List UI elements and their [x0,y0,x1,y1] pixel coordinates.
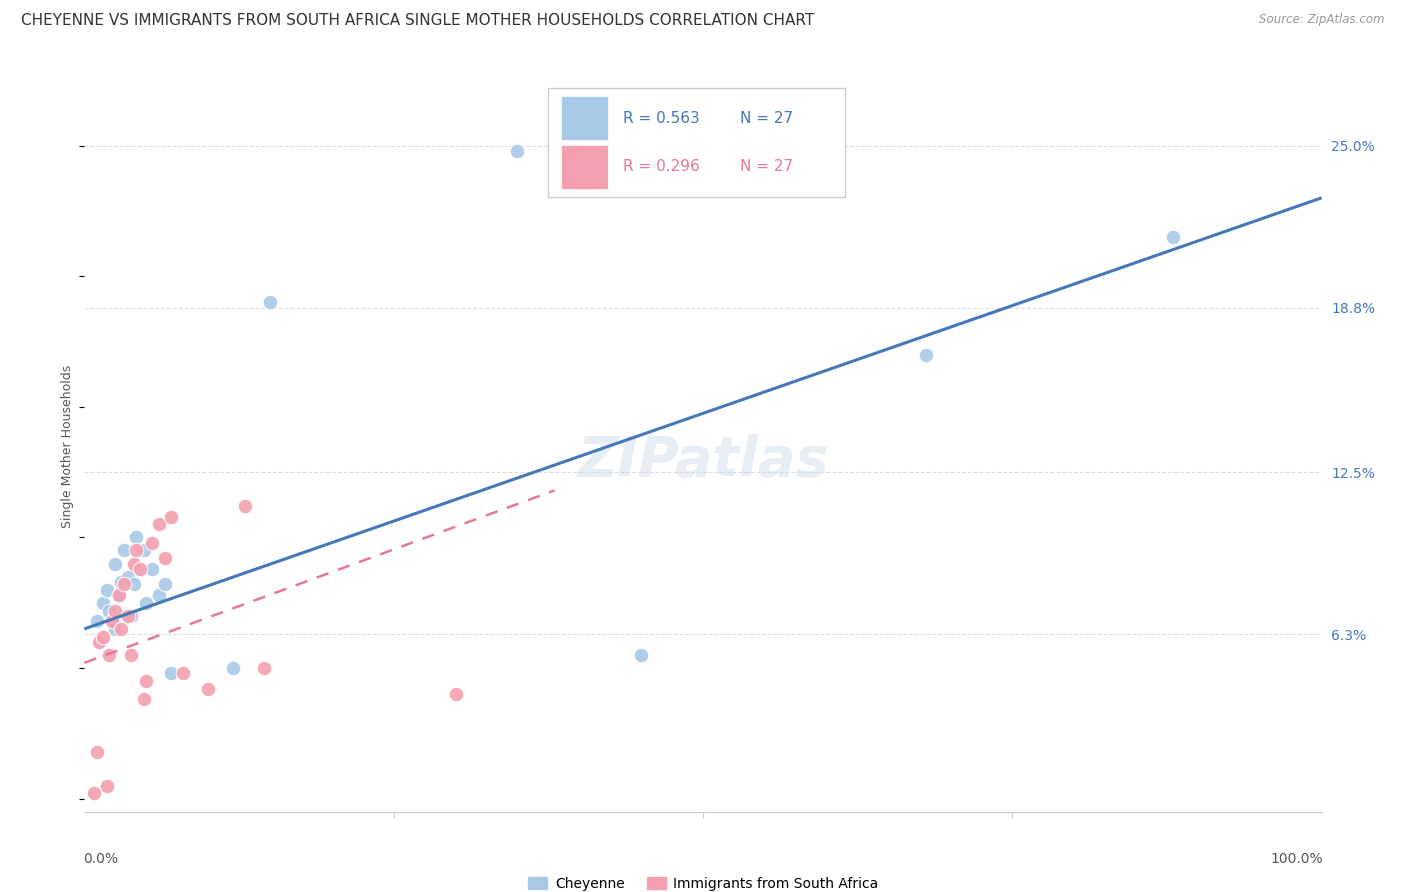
Point [141,562,163,576]
Point [108,588,131,602]
Point [222,661,245,675]
Point [91,596,114,610]
Point [172,666,194,681]
Point [132,543,155,558]
Point [129,562,152,576]
Point [110,622,132,636]
Point [100,614,122,628]
Point [108,588,131,602]
Point [120,608,142,623]
Point [96,779,118,793]
Point [444,687,467,701]
Point [259,295,281,310]
Point [89,635,111,649]
FancyBboxPatch shape [561,96,607,140]
Point [141,535,163,549]
Y-axis label: Single Mother Households: Single Mother Households [60,364,75,528]
Point [132,692,155,706]
Point [630,648,652,662]
Point [135,596,157,610]
Point [98,648,121,662]
Point [148,588,170,602]
Point [110,574,132,589]
Point [197,681,219,696]
Text: R = 0.296: R = 0.296 [623,159,699,174]
Point [122,577,145,591]
Text: CHEYENNE VS IMMIGRANTS FROM SOUTH AFRICA SINGLE MOTHER HOUSEHOLDS CORRELATION CH: CHEYENNE VS IMMIGRANTS FROM SOUTH AFRICA… [21,13,814,29]
Point [112,577,135,591]
FancyBboxPatch shape [548,87,845,197]
Point [125,543,148,558]
Text: Source: ZipAtlas.com: Source: ZipAtlas.com [1260,13,1385,27]
Point [506,144,529,158]
Point [120,648,142,662]
Point [129,562,152,576]
Point [122,557,145,571]
Legend: Cheyenne, Immigrants from South Africa: Cheyenne, Immigrants from South Africa [522,871,884,892]
Point [86,745,108,759]
Point [117,608,139,623]
Point [117,569,139,583]
Point [160,666,183,681]
Point [125,530,148,544]
Point [86,614,108,628]
Point [153,577,176,591]
Point [83,787,105,801]
Point [98,604,121,618]
Text: ZIPatlas: ZIPatlas [578,434,828,488]
FancyBboxPatch shape [561,145,607,188]
Text: N = 27: N = 27 [740,159,793,174]
Point [153,551,176,566]
Point [233,499,256,513]
Text: N = 27: N = 27 [740,111,793,126]
Point [253,661,276,675]
Point [1161,230,1184,244]
Point [104,557,127,571]
Point [96,582,118,597]
Point [104,604,127,618]
Text: 0.0%: 0.0% [83,852,118,866]
Text: R = 0.563: R = 0.563 [623,111,699,126]
Point [160,509,183,524]
Point [104,622,127,636]
Point [91,630,114,644]
Point [914,348,936,362]
Text: 100.0%: 100.0% [1270,852,1323,866]
Point [112,543,135,558]
Point [135,674,157,689]
Point [148,517,170,532]
Point [100,614,122,628]
